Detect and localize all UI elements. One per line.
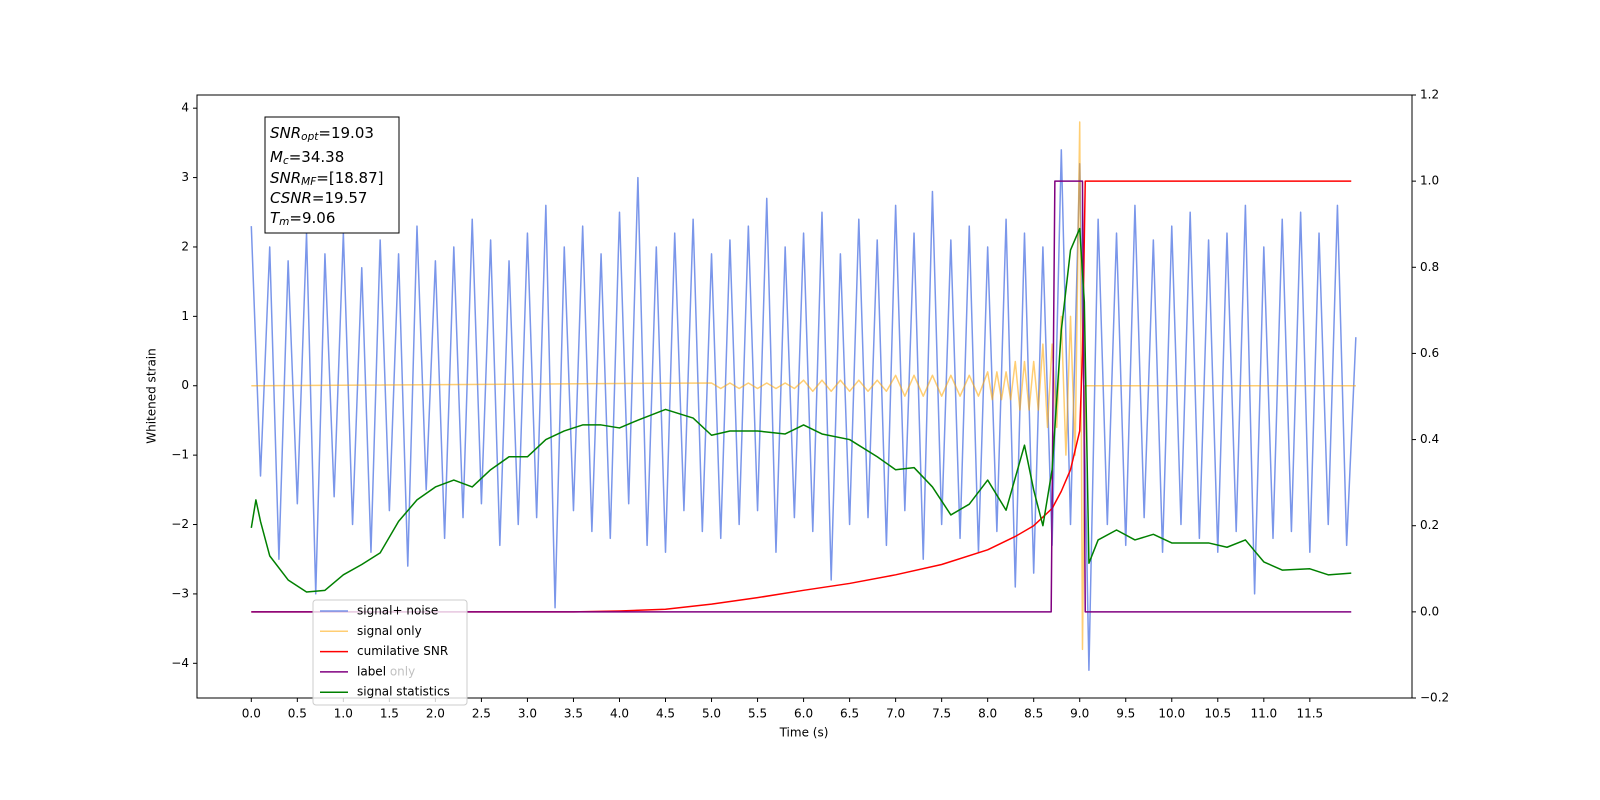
x-tick-label: 5.5	[748, 707, 767, 721]
annotation-subscript: opt	[301, 131, 319, 143]
y-axis-label: Whitened strain	[145, 348, 159, 444]
legend-ghost-label: label only	[357, 665, 415, 679]
annotation-subscript: MF	[301, 176, 317, 188]
legend-label: label	[357, 664, 386, 678]
series-line	[251, 180, 1352, 613]
x-tick-label: 10.0	[1158, 707, 1185, 721]
x-tick-label: 8.5	[1024, 707, 1043, 721]
y-tick-label: −4	[171, 656, 189, 670]
x-tick-label: 7.0	[886, 707, 905, 721]
x-tick-label: 1.0	[334, 707, 353, 721]
y-tick-label: 3	[181, 170, 189, 184]
x-axis-label: Time (s)	[779, 726, 829, 740]
x-tick-label: 3.0	[518, 707, 537, 721]
y2-tick-label: 0.4	[1420, 432, 1439, 446]
x-tick-label: 0.0	[242, 707, 261, 721]
y2-tick-label: 0.0	[1420, 604, 1439, 618]
y-tick-label: −1	[171, 448, 189, 462]
legend-label: signal statistics	[357, 685, 450, 699]
x-tick-label: 1.5	[380, 707, 399, 721]
y-tick-label: 1	[181, 309, 189, 323]
x-tick-label: 6.0	[794, 707, 813, 721]
legend-label: cumilative SNR	[357, 644, 448, 658]
x-tick-label: 10.5	[1204, 707, 1231, 721]
y2-tick-label: 1.0	[1420, 174, 1439, 188]
series-line	[250, 149, 1357, 671]
y-tick-label: 4	[181, 101, 189, 115]
annotation-symbol: M	[270, 148, 283, 166]
annotation: Mc=34.38	[270, 148, 344, 168]
annotation-symbol: SNR	[270, 124, 301, 142]
x-tick-label: 11.5	[1296, 707, 1323, 721]
x-tick-label: 11.0	[1250, 707, 1277, 721]
axes-frame	[196, 94, 1413, 699]
x-tick-label: 3.5	[564, 707, 583, 721]
annotation-value: =9.06	[289, 209, 335, 227]
x-tick-label: 8.0	[978, 707, 997, 721]
annotation-subscript: c	[283, 155, 289, 167]
annotation-subscript: m	[279, 216, 289, 228]
annotation-symbol: T	[270, 209, 281, 227]
series-line	[250, 227, 1352, 593]
x-tick-label: 4.0	[610, 707, 629, 721]
x-tick-label: 4.5	[656, 707, 675, 721]
x-tick-label: 2.5	[472, 707, 491, 721]
legend-label: signal+ noise	[357, 604, 438, 618]
annotation: SNRMF=[18.87]	[270, 169, 384, 189]
y-tick-label: −2	[171, 517, 189, 531]
x-tick-label: 6.5	[840, 707, 859, 721]
x-tick-label: 2.0	[426, 707, 445, 721]
annotation: SNRopt=19.03	[270, 124, 374, 144]
y-tick-label: −3	[171, 586, 189, 600]
y-tick-label: 2	[181, 239, 189, 253]
y2-tick-label: 0.2	[1420, 518, 1439, 532]
x-tick-label: 9.5	[1116, 707, 1135, 721]
annotation-value: =19.57	[312, 189, 368, 207]
annotation-box	[264, 116, 400, 234]
y2-tick-label: 1.2	[1420, 88, 1439, 102]
x-tick-label: 0.5	[288, 707, 307, 721]
x-tick-label: 7.5	[932, 707, 951, 721]
y2-tick-label: 0.8	[1420, 260, 1439, 274]
annotation-symbol: SNR	[270, 169, 301, 187]
annotation-value: =19.03	[318, 124, 374, 142]
x-tick-label: 9.0	[1070, 707, 1089, 721]
annotation: Tm=9.06	[270, 209, 335, 229]
legend-label: signal only	[357, 624, 422, 638]
legend-box	[312, 599, 468, 706]
annotation-symbol: CSNR	[270, 189, 312, 207]
y-tick-label: 0	[181, 378, 189, 392]
y2-tick-label: −0.2	[1420, 691, 1449, 705]
series-line	[251, 180, 1352, 613]
annotation-value: =34.38	[289, 148, 345, 166]
y2-tick-label: 0.6	[1420, 346, 1439, 360]
annotation: CSNR=19.57	[270, 189, 367, 207]
series-line	[251, 121, 1356, 651]
x-tick-label: 5.0	[702, 707, 721, 721]
annotation-value: =[18.87]	[316, 169, 383, 187]
